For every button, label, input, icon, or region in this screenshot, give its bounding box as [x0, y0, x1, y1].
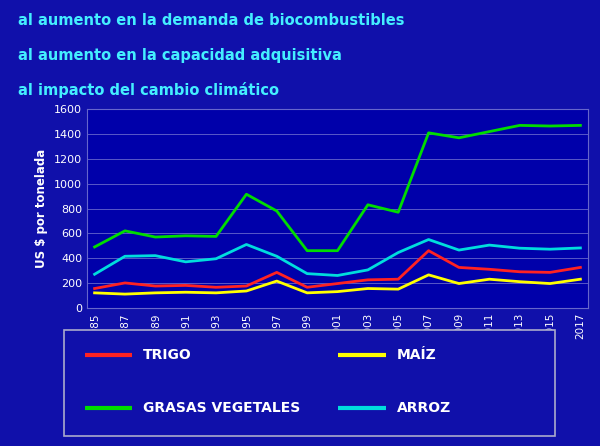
Text: GRASAS VEGETALES: GRASAS VEGETALES — [143, 401, 300, 415]
Text: TRIGO: TRIGO — [143, 348, 192, 362]
Text: MAÍZ: MAÍZ — [397, 348, 436, 362]
Text: ARROZ: ARROZ — [397, 401, 451, 415]
Text: al aumento en la capacidad adquisitiva: al aumento en la capacidad adquisitiva — [18, 48, 341, 62]
FancyBboxPatch shape — [64, 330, 555, 435]
Text: al aumento en la demanda de biocombustibles: al aumento en la demanda de biocombustib… — [18, 12, 404, 28]
Text: al impacto del cambio climático: al impacto del cambio climático — [18, 83, 279, 99]
Y-axis label: US $ por tonelada: US $ por tonelada — [35, 149, 49, 268]
